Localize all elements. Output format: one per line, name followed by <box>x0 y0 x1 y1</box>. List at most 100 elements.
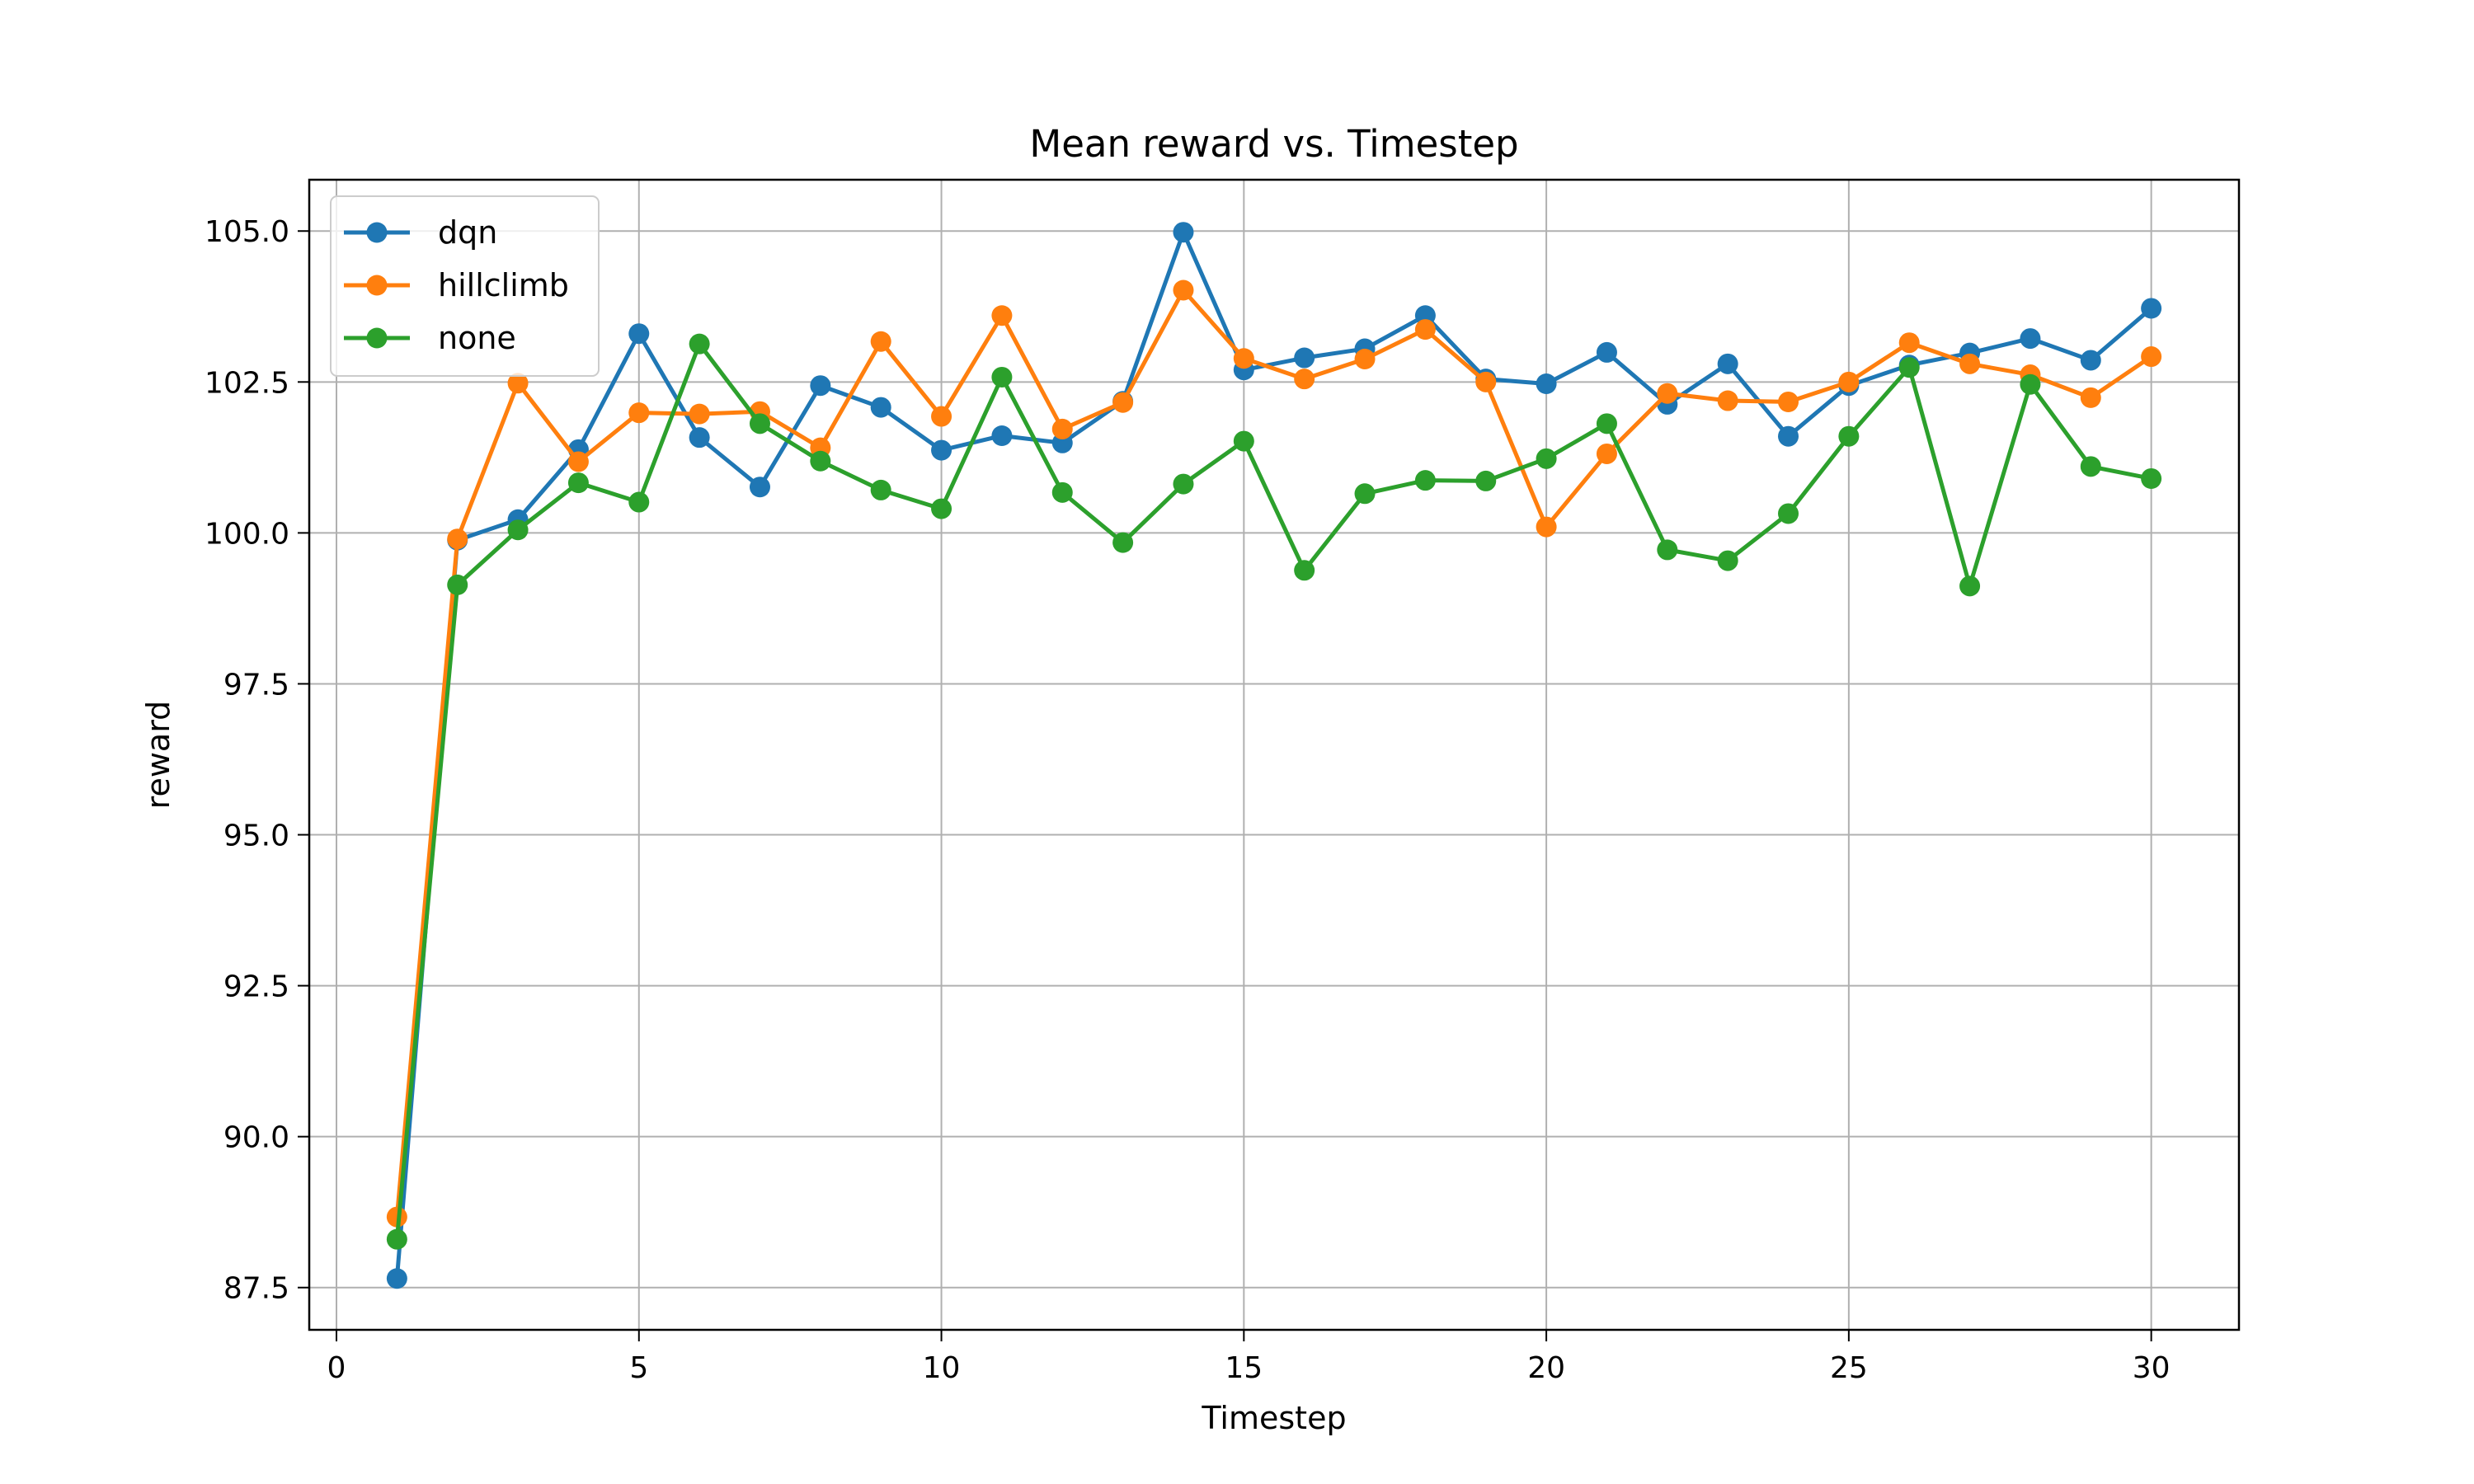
data-point-dqn <box>386 1268 407 1289</box>
data-point-hillclimb <box>447 528 468 550</box>
data-point-none <box>1778 503 1799 524</box>
data-point-none <box>1294 560 1315 581</box>
data-point-hillclimb <box>1536 516 1557 538</box>
legend-item-hillclimb: hillclimb <box>344 267 569 303</box>
legend-label: dqn <box>438 214 497 251</box>
y-tick-label: 95.0 <box>223 819 289 853</box>
data-point-hillclimb <box>1233 348 1254 369</box>
x-tick-label: 25 <box>1830 1351 1868 1385</box>
data-point-dqn <box>1596 341 1617 363</box>
data-point-dqn <box>2141 298 2162 319</box>
data-point-hillclimb <box>2141 346 2162 368</box>
data-point-dqn <box>689 427 710 448</box>
data-point-dqn <box>1778 425 1799 447</box>
x-tick-label: 0 <box>327 1351 346 1385</box>
data-point-hillclimb <box>628 402 650 424</box>
data-point-hillclimb <box>870 331 891 352</box>
data-point-none <box>1959 575 1981 597</box>
data-point-none <box>2080 456 2101 477</box>
data-point-hillclimb <box>1778 391 1799 412</box>
x-tick-label: 20 <box>1527 1351 1565 1385</box>
data-point-none <box>2141 467 2162 489</box>
data-point-hillclimb <box>1112 392 1134 413</box>
data-point-dqn <box>1173 222 1194 243</box>
y-tick-label: 105.0 <box>205 215 289 249</box>
y-axis-label: reward <box>140 701 176 810</box>
data-point-none <box>1112 532 1134 553</box>
grid-lines <box>309 180 2239 1330</box>
legend-label: hillclimb <box>438 267 569 303</box>
data-point-none <box>931 498 952 519</box>
data-point-dqn <box>749 477 770 498</box>
data-point-dqn <box>870 397 891 418</box>
data-point-dqn <box>1536 373 1557 395</box>
data-point-none <box>1051 481 1073 503</box>
series-hillclimb <box>386 279 2162 1228</box>
data-point-hillclimb <box>1838 371 1860 392</box>
chart-title: Mean reward vs. Timestep <box>1029 122 1518 166</box>
data-point-none <box>628 491 650 513</box>
data-point-none <box>870 479 891 500</box>
data-point-dqn <box>2020 328 2041 350</box>
series-line-none <box>394 341 2152 1240</box>
data-point-none <box>1657 539 1678 561</box>
legend-item-dqn: dqn <box>344 214 497 251</box>
x-axis-label: Timestep <box>1201 1400 1346 1436</box>
data-point-hillclimb <box>1717 390 1738 411</box>
x-axis-ticks: 0 5 10 15 20 25 30 <box>327 1330 2171 1385</box>
data-point-hillclimb <box>1898 332 1920 354</box>
legend-box <box>330 195 600 377</box>
data-point-hillclimb <box>689 403 710 425</box>
data-point-dqn <box>1294 347 1315 369</box>
data-point-dqn <box>991 425 1013 446</box>
legend-item-none: none <box>344 320 516 356</box>
data-point-none <box>1354 483 1376 505</box>
data-point-hillclimb <box>507 373 529 394</box>
y-axis-ticks: 87.5 90.0 92.5 95.0 97.5 100.0 102.5 105.0 <box>205 215 309 1306</box>
data-point-none <box>507 519 529 541</box>
data-point-hillclimb <box>1596 443 1617 464</box>
data-point-none <box>991 366 1013 387</box>
data-point-none <box>749 413 770 434</box>
legend-marker <box>366 275 388 296</box>
x-tick-label: 30 <box>2133 1351 2171 1385</box>
data-point-none <box>1596 413 1617 434</box>
y-tick-label: 90.0 <box>223 1121 289 1155</box>
data-point-none <box>1414 470 1436 491</box>
x-tick-label: 10 <box>923 1351 961 1385</box>
data-point-hillclimb <box>567 451 589 472</box>
data-point-none <box>447 574 468 595</box>
y-tick-label: 100.0 <box>205 517 289 551</box>
series-none <box>386 333 2162 1250</box>
legend: dqn hillclimb none <box>330 195 600 377</box>
data-point-none <box>1475 470 1497 491</box>
x-tick-label: 5 <box>629 1351 648 1385</box>
data-point-none <box>1717 550 1738 571</box>
series-layer <box>386 222 2162 1289</box>
data-point-none <box>386 1228 407 1250</box>
data-point-hillclimb <box>931 406 952 427</box>
data-point-hillclimb <box>1475 371 1497 392</box>
data-point-none <box>1233 430 1254 452</box>
data-point-dqn <box>628 323 650 345</box>
data-point-none <box>1173 473 1194 495</box>
y-tick-label: 92.5 <box>223 970 289 1004</box>
data-point-none <box>567 472 589 494</box>
data-point-hillclimb <box>1354 348 1376 369</box>
data-point-none <box>1536 448 1557 469</box>
data-point-none <box>1898 357 1920 378</box>
data-point-none <box>810 450 831 472</box>
data-point-hillclimb <box>1414 319 1436 340</box>
data-point-hillclimb <box>1294 369 1315 390</box>
legend-marker <box>366 222 388 243</box>
data-point-dqn <box>810 375 831 397</box>
data-point-dqn <box>931 439 952 461</box>
y-tick-label: 87.5 <box>223 1272 289 1306</box>
data-point-hillclimb <box>991 305 1013 326</box>
data-point-none <box>689 333 710 355</box>
data-point-dqn <box>1717 353 1738 374</box>
data-point-hillclimb <box>1959 353 1981 374</box>
data-point-hillclimb <box>2080 387 2101 408</box>
data-point-dqn <box>2080 350 2101 371</box>
